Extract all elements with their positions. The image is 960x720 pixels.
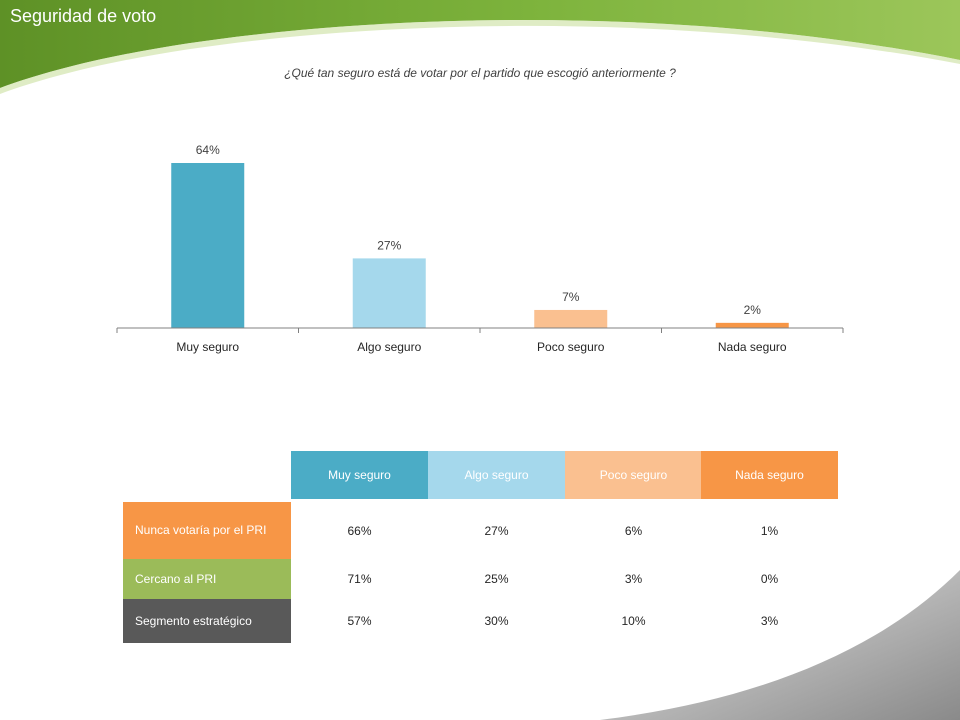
- bar-poco-seguro: [534, 309, 608, 328]
- bars-layer: [171, 163, 789, 328]
- table-cell: 27%: [484, 523, 509, 538]
- data-label: 27%: [377, 238, 401, 252]
- table-cell: 0%: [760, 572, 779, 586]
- x-tick-label: Nada seguro: [718, 340, 787, 354]
- header-band: [0, 0, 960, 94]
- table-cell: 6%: [624, 523, 643, 538]
- column-header: Poco seguro: [565, 451, 702, 499]
- row-label: Nunca votaría por el PRI: [123, 502, 291, 559]
- table-cell: 30%: [484, 614, 509, 628]
- table-cell: 3%: [760, 614, 779, 628]
- x-ticks-layer: [116, 328, 844, 333]
- bar-nada-seguro: [715, 322, 789, 328]
- crosstab-table: Muy seguro Algo seguro Poco seguro Nada seg…: [123, 451, 838, 643]
- table-cell: 1%: [760, 523, 779, 538]
- data-label: 64%: [196, 143, 220, 157]
- bottom-swoosh: [600, 570, 960, 720]
- x-tick-label: Algo seguro: [357, 340, 421, 354]
- bar-chart: 64% Muy seguro 27% Algo seguro 7% Poco seguro…: [116, 143, 844, 354]
- bar-algo-seguro: [352, 258, 426, 328]
- x-tick-label: Muy seguro: [176, 340, 239, 354]
- table-cell: 10%: [621, 614, 646, 628]
- table-cell: 25%: [484, 572, 509, 586]
- row-label: Segmento estratégico: [123, 599, 291, 643]
- table-cell: 57%: [347, 614, 372, 628]
- x-tick-label: Poco seguro: [537, 340, 605, 354]
- table-cell: 3%: [624, 572, 643, 586]
- bar-muy-seguro: [171, 163, 245, 328]
- row-label: Cercano al PRI: [123, 559, 291, 599]
- labels-layer: 64% Muy seguro 27% Algo seguro 7% Poco seguro…: [176, 143, 787, 354]
- table-cell: 66%: [347, 523, 372, 538]
- slide-title: Seguridad de voto: [10, 6, 157, 26]
- table-cell: 71%: [347, 572, 372, 586]
- column-header: Nada seguro: [701, 451, 838, 499]
- column-header: Muy seguro: [291, 451, 428, 499]
- survey-question: ¿Qué tan seguro está de votar por el par…: [284, 66, 676, 80]
- data-label: 2%: [744, 303, 762, 317]
- column-header: Algo seguro: [428, 451, 565, 499]
- data-label: 7%: [562, 290, 580, 304]
